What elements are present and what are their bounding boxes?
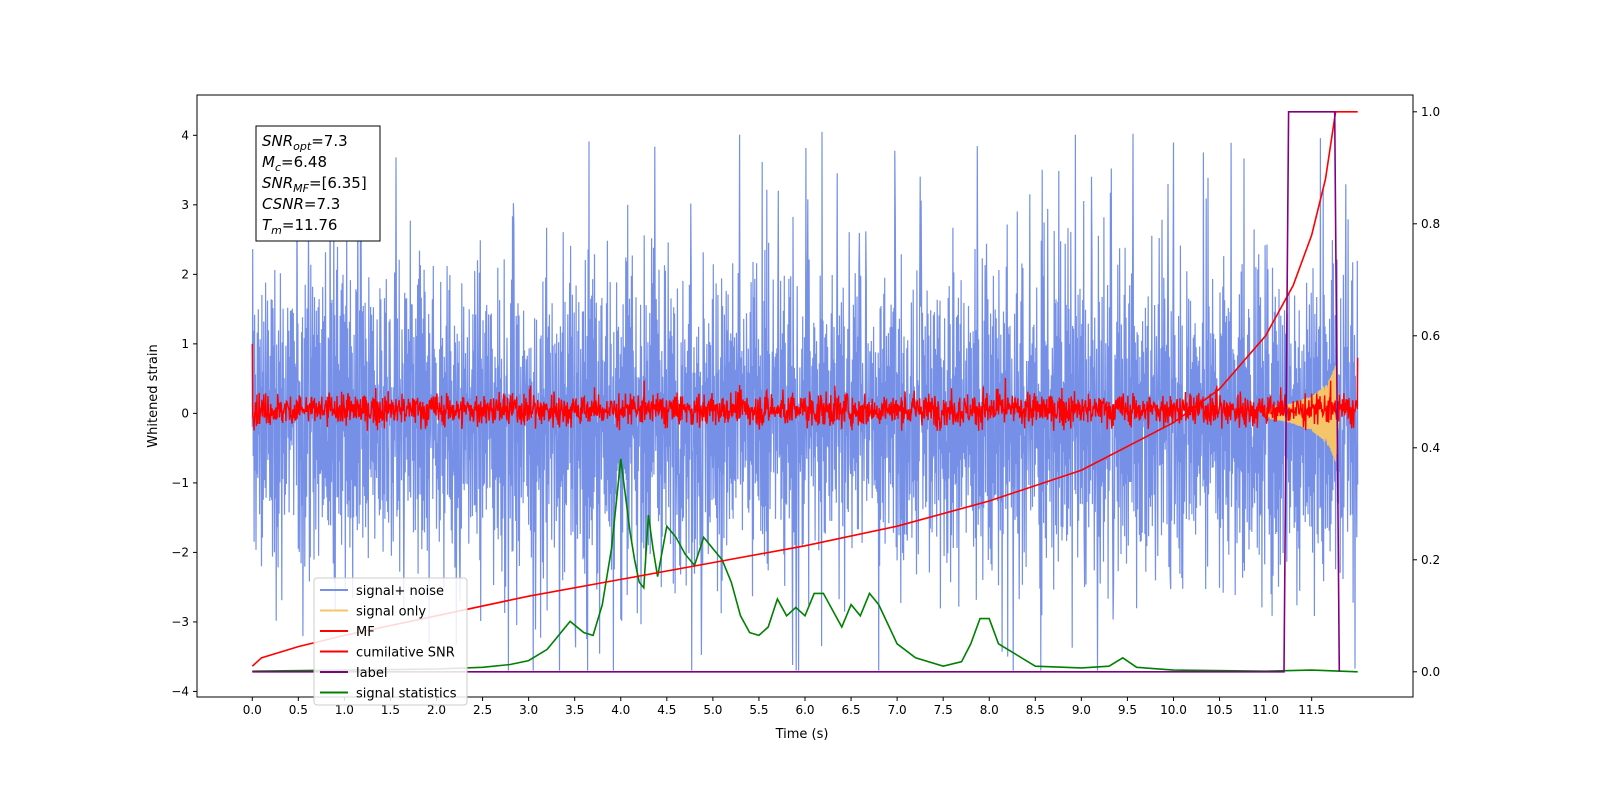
series-mf bbox=[251, 343, 1359, 431]
x-tick-label: 1.0 bbox=[335, 703, 354, 717]
legend-label: cumilative SNR bbox=[356, 646, 455, 661]
x-tick-label: 6.5 bbox=[842, 703, 861, 717]
info-line: SNRMF=[6.35] bbox=[262, 174, 367, 195]
x-axis-label: Time (s) bbox=[775, 727, 829, 742]
y-tick-label: −1 bbox=[171, 476, 189, 490]
x-tick-label: 3.5 bbox=[565, 703, 584, 717]
x-tick-label: 0.0 bbox=[243, 703, 262, 717]
x-tick-label: 7.5 bbox=[934, 703, 953, 717]
info-line: SNRopt=7.3 bbox=[262, 132, 348, 153]
x-tick-label: 1.5 bbox=[381, 703, 400, 717]
series-label bbox=[252, 111, 1341, 673]
y-tick-label: −4 bbox=[171, 684, 189, 698]
y-tick-label: 2 bbox=[181, 267, 189, 281]
legend-label: signal statistics bbox=[356, 687, 457, 702]
x-tick-label: 8.0 bbox=[980, 703, 999, 717]
x-tick-label: 4.5 bbox=[657, 703, 676, 717]
x-tick-label: 5.0 bbox=[703, 703, 722, 717]
legend: signal+ noise signal only MF cumilative SNR… bbox=[313, 577, 468, 706]
x-tick-label: 9.0 bbox=[1072, 703, 1091, 717]
y2-tick-label: 0.2 bbox=[1421, 553, 1440, 567]
x-tick-label: 9.5 bbox=[1118, 703, 1137, 717]
series-signal-noise bbox=[251, 131, 1359, 671]
x-tick-label: 0.5 bbox=[289, 703, 308, 717]
y-tick-label: −2 bbox=[171, 545, 189, 559]
y2-tick-label: 0.0 bbox=[1421, 665, 1440, 679]
x-tick-label: 3.0 bbox=[519, 703, 538, 717]
x-tick-label: 11.5 bbox=[1298, 703, 1325, 717]
y-axis-label: Whitened strain bbox=[146, 344, 161, 447]
y-tick-label: 4 bbox=[181, 128, 189, 142]
legend-label: label bbox=[356, 666, 387, 681]
legend-frame bbox=[313, 577, 468, 706]
x-tick-label: 10.0 bbox=[1160, 703, 1187, 717]
y-tick-label: −3 bbox=[171, 615, 189, 629]
x-tick-label: 11.0 bbox=[1252, 703, 1279, 717]
series-signal-statistics bbox=[252, 458, 1358, 673]
info-line: Mc=6.48 bbox=[262, 153, 327, 174]
info-line: Tm=11.76 bbox=[262, 216, 337, 237]
x-tick-label: 8.5 bbox=[1026, 703, 1045, 717]
y-tick-label: 3 bbox=[181, 198, 189, 212]
x-tick-label: 2.0 bbox=[427, 703, 446, 717]
x-tick-label: 6.0 bbox=[795, 703, 814, 717]
y-tick-label: 1 bbox=[181, 337, 189, 351]
legend-label: signal only bbox=[356, 605, 426, 620]
legend-label: MF bbox=[356, 625, 375, 640]
legend-label: signal+ noise bbox=[356, 584, 444, 599]
info-line: CSNR=7.3 bbox=[262, 195, 340, 213]
x-tick-label: 5.5 bbox=[749, 703, 768, 717]
y2-tick-label: 0.6 bbox=[1421, 329, 1440, 343]
y-tick-label: 0 bbox=[181, 406, 189, 420]
x-tick-label: 2.5 bbox=[473, 703, 492, 717]
x-tick-label: 4.0 bbox=[611, 703, 630, 717]
y2-tick-label: 0.4 bbox=[1421, 441, 1440, 455]
y2-tick-label: 1.0 bbox=[1421, 105, 1440, 119]
x-tick-label: 10.5 bbox=[1206, 703, 1233, 717]
info-box-frame bbox=[255, 125, 381, 242]
x-tick-label: 7.0 bbox=[888, 703, 907, 717]
y2-tick-label: 0.8 bbox=[1421, 217, 1440, 231]
